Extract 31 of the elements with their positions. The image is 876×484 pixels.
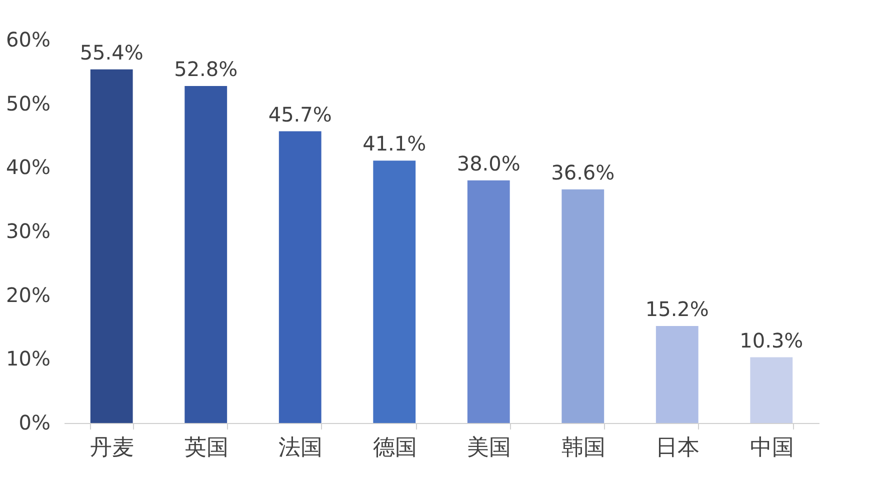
bar — [656, 326, 698, 423]
x-tick-label: 丹麦 — [90, 436, 134, 460]
x-tick-label: 中国 — [750, 436, 794, 460]
y-tick-label: 40% — [6, 155, 50, 180]
bar — [467, 180, 510, 423]
y-tick-label: 10% — [6, 346, 50, 371]
x-tick-label: 法国 — [278, 436, 323, 460]
bar — [562, 189, 604, 423]
x-tick-label: 德国 — [372, 436, 417, 460]
data-label: 52.8% — [174, 56, 238, 81]
bar — [373, 160, 416, 423]
y-tick-label: 60% — [6, 28, 50, 52]
x-tick-label: 韩国 — [561, 436, 606, 460]
data-label: 41.1% — [362, 132, 426, 156]
y-tick-label: 50% — [6, 91, 50, 116]
data-label: 55.4% — [80, 40, 144, 64]
bar — [750, 357, 793, 423]
y-tick-label: 20% — [6, 282, 50, 307]
bar — [278, 131, 322, 423]
x-tick-label: 英国 — [184, 436, 228, 460]
y-tick-label: 0% — [18, 410, 50, 434]
data-label: 36.6% — [551, 160, 615, 184]
data-label: 45.7% — [268, 102, 332, 126]
x-tick-label: 日本 — [656, 436, 700, 460]
x-tick-label: 美国 — [467, 436, 512, 460]
bar — [184, 86, 228, 423]
y-tick-label: 30% — [6, 219, 50, 243]
bar — [90, 69, 133, 423]
data-label: 15.2% — [645, 296, 709, 321]
data-label: 38.0% — [456, 151, 520, 176]
data-label: 10.3% — [740, 328, 804, 352]
